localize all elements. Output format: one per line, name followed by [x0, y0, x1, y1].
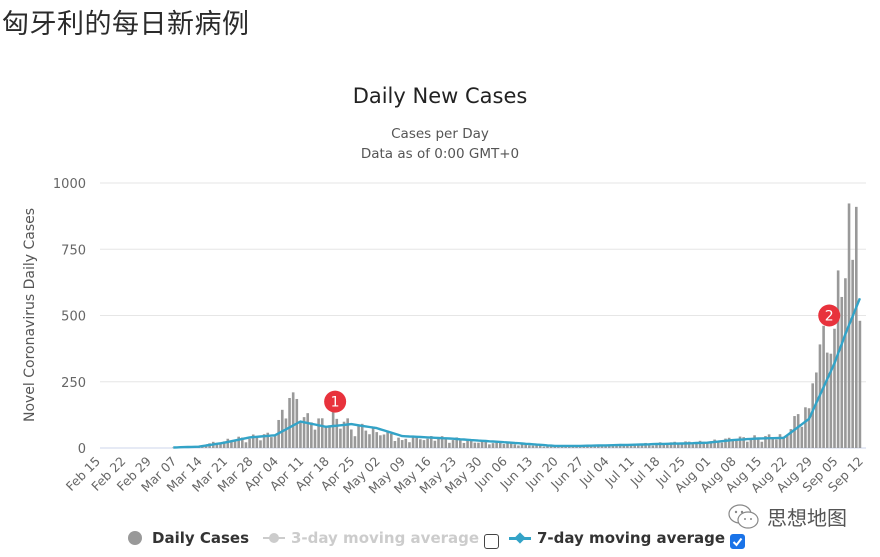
chart-data-timestamp: Data as of 0:00 GMT+0 — [360, 146, 520, 162]
svg-text:250: 250 — [61, 376, 86, 391]
legend-label: Daily Cases — [152, 529, 250, 547]
svg-text:1: 1 — [331, 395, 340, 411]
checkbox-3day-average[interactable] — [484, 534, 499, 549]
chart-title: Daily New Cases — [352, 84, 528, 108]
daily-cases-bars[interactable] — [171, 203, 862, 448]
legend-item-7day-average[interactable]: 7-day moving average — [509, 528, 725, 548]
circle-icon — [128, 531, 142, 545]
watermark-text: 思想地图 — [767, 506, 847, 530]
legend-item-daily-cases[interactable]: Daily Cases — [128, 528, 249, 548]
y-axis: 0 250 500 750 1000 — [53, 177, 86, 457]
svg-text:2: 2 — [825, 309, 834, 325]
wechat-icon — [728, 503, 759, 529]
chart-subtitle: Cases per Day — [391, 126, 489, 142]
checkbox-7day-average[interactable] — [730, 534, 745, 549]
svg-text:500: 500 — [61, 310, 86, 325]
legend-item-3day-average[interactable]: 3-day moving average — [263, 528, 479, 548]
y-axis-label: Novel Coronavirus Daily Cases — [22, 208, 38, 422]
checkmark-icon — [732, 537, 743, 547]
seven-day-moving-average-line[interactable] — [173, 297, 862, 449]
gridlines — [100, 182, 866, 449]
page-title: 匈牙利的每日新病例 — [2, 9, 250, 40]
watermark: 思想地图 — [727, 502, 847, 531]
svg-text:1000: 1000 — [53, 177, 86, 192]
svg-text:750: 750 — [61, 243, 86, 258]
line-marker-icon — [263, 531, 285, 545]
legend-label: 3-day moving average — [291, 529, 480, 547]
diamond-line-icon — [509, 531, 531, 545]
legend-label: 7-day moving average — [537, 529, 726, 547]
annotation-markers: 12 — [324, 304, 841, 413]
svg-text:0: 0 — [78, 442, 86, 457]
